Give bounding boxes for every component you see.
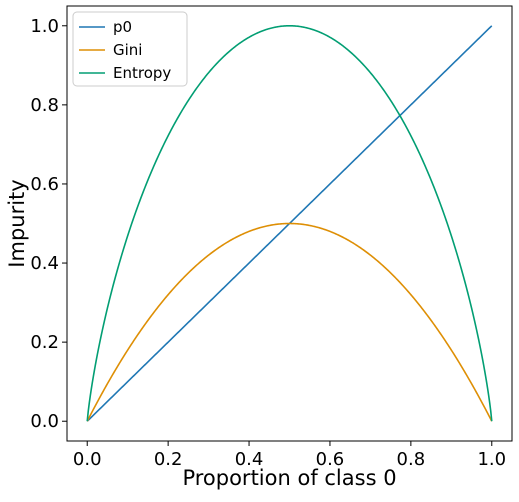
- legend-label-entropy: Entropy: [113, 64, 171, 82]
- y-tick-label: 0.2: [30, 332, 59, 353]
- y-tick-label: 0.0: [30, 411, 59, 432]
- x-tick-label: 0.2: [154, 449, 183, 470]
- y-tick-label: 0.4: [30, 253, 59, 274]
- y-tick-label: 0.8: [30, 95, 59, 116]
- y-tick-label: 1.0: [30, 16, 59, 37]
- x-tick-label: 1.0: [477, 449, 506, 470]
- legend: p0 Gini Entropy: [72, 11, 188, 87]
- x-axis-ticks: 0.0 0.2 0.4 0.6 0.8 1.0: [73, 441, 506, 470]
- y-axis-label: Impurity: [5, 179, 29, 267]
- legend-label-gini: Gini: [113, 41, 142, 59]
- x-tick-label: 0.8: [397, 449, 426, 470]
- series-line-entropy: [86, 24, 493, 422]
- x-tick-label: 0.6: [316, 449, 345, 470]
- x-tick-label: 0.4: [235, 449, 264, 470]
- legend-frame: [72, 11, 188, 87]
- y-tick-label: 0.6: [30, 174, 59, 195]
- x-axis-label: Proportion of class 0: [182, 466, 396, 490]
- series-line-gini: [86, 222, 493, 422]
- legend-items: p0 Gini Entropy: [79, 18, 171, 82]
- series-layer: [86, 24, 493, 422]
- legend-label-p0: p0: [113, 18, 132, 36]
- y-axis-ticks: 0.0 0.2 0.4 0.6 0.8 1.0: [30, 16, 67, 432]
- x-tick-label: 0.0: [73, 449, 102, 470]
- plot-frame: [66, 5, 513, 442]
